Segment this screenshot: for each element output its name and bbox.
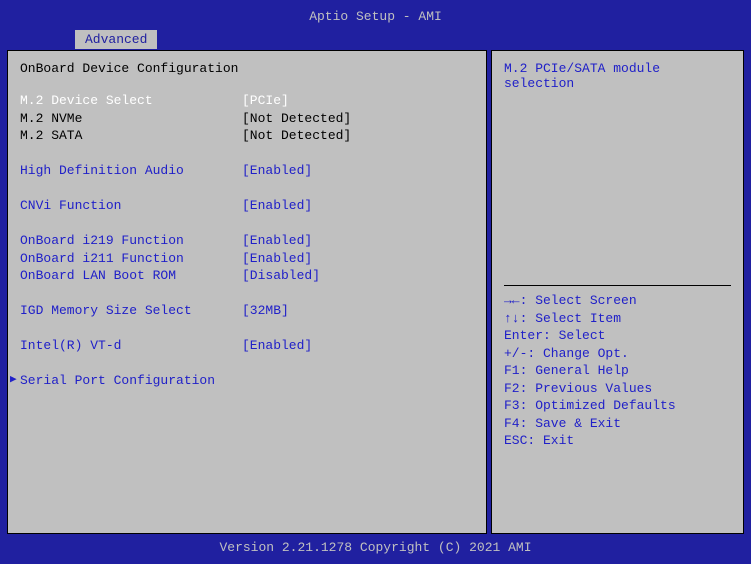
- setting-label: OnBoard LAN Boot ROM: [20, 267, 242, 285]
- setting-row[interactable]: High Definition Audio[Enabled]: [20, 162, 474, 180]
- content-area: OnBoard Device Configuration M.2 Device …: [5, 48, 746, 536]
- help-key-line: ESC: Exit: [504, 432, 731, 450]
- spacer-row: [20, 215, 474, 233]
- setting-row[interactable]: OnBoard i219 Function[Enabled]: [20, 232, 474, 250]
- setting-label: OnBoard i211 Function: [20, 250, 242, 268]
- setting-label: IGD Memory Size Select: [20, 302, 242, 320]
- tab-advanced[interactable]: Advanced: [75, 30, 157, 49]
- spacer-row: [20, 145, 474, 163]
- setting-row[interactable]: Intel(R) VT-d[Enabled]: [20, 337, 474, 355]
- submenu-arrow-icon: ▶: [10, 372, 17, 390]
- help-key-line: →←: Select Screen: [504, 292, 731, 310]
- setting-value[interactable]: [Enabled]: [242, 250, 312, 268]
- setting-label: OnBoard i219 Function: [20, 232, 242, 250]
- setting-value[interactable]: [32MB]: [242, 302, 289, 320]
- setup-title: Aptio Setup - AMI: [309, 9, 442, 24]
- setting-row[interactable]: CNVi Function[Enabled]: [20, 197, 474, 215]
- help-divider: [504, 285, 731, 286]
- setting-row[interactable]: OnBoard i211 Function[Enabled]: [20, 250, 474, 268]
- setting-row[interactable]: M.2 Device Select[PCIe]: [20, 92, 474, 110]
- spacer-row: [20, 320, 474, 338]
- settings-list: M.2 Device Select[PCIe]M.2 NVMe[Not Dete…: [20, 92, 474, 390]
- footer-bar: Version 2.21.1278 Copyright (C) 2021 AMI: [5, 536, 746, 559]
- spacer-row: [20, 355, 474, 373]
- help-key-line: F3: Optimized Defaults: [504, 397, 731, 415]
- help-key-line: F4: Save & Exit: [504, 415, 731, 433]
- setting-value[interactable]: [PCIe]: [242, 92, 289, 110]
- setting-label: M.2 Device Select: [20, 92, 242, 110]
- title-bar: Aptio Setup - AMI: [5, 5, 746, 30]
- version-text: Version 2.21.1278 Copyright (C) 2021 AMI: [219, 540, 531, 555]
- setting-row[interactable]: M.2 SATA[Not Detected]: [20, 127, 474, 145]
- help-key-line: Enter: Select: [504, 327, 731, 345]
- setting-label: Intel(R) VT-d: [20, 337, 242, 355]
- setting-value[interactable]: [Not Detected]: [242, 110, 351, 128]
- help-key-line: +/-: Change Opt.: [504, 345, 731, 363]
- setting-label: High Definition Audio: [20, 162, 242, 180]
- setting-value[interactable]: [Enabled]: [242, 232, 312, 250]
- spacer-row: [20, 180, 474, 198]
- setting-value[interactable]: [Enabled]: [242, 162, 312, 180]
- setting-row[interactable]: ▶Serial Port Configuration: [20, 372, 474, 390]
- setting-value[interactable]: [Enabled]: [242, 197, 312, 215]
- setting-label: M.2 NVMe: [20, 110, 242, 128]
- help-key-line: F2: Previous Values: [504, 380, 731, 398]
- spacer-row: [20, 285, 474, 303]
- help-panel: M.2 PCIe/SATA module selection →←: Selec…: [491, 50, 744, 534]
- bios-frame: Aptio Setup - AMI Advanced OnBoard Devic…: [0, 0, 751, 564]
- tab-row: Advanced: [5, 30, 746, 48]
- settings-panel: OnBoard Device Configuration M.2 Device …: [7, 50, 487, 534]
- help-key-line: ↑↓: Select Item: [504, 310, 731, 328]
- setting-row[interactable]: M.2 NVMe[Not Detected]: [20, 110, 474, 128]
- setting-label: Serial Port Configuration: [20, 372, 242, 390]
- help-description: M.2 PCIe/SATA module selection: [504, 61, 731, 281]
- setting-row[interactable]: IGD Memory Size Select[32MB]: [20, 302, 474, 320]
- setting-label: CNVi Function: [20, 197, 242, 215]
- setting-value[interactable]: [Disabled]: [242, 267, 320, 285]
- section-title: OnBoard Device Configuration: [20, 61, 474, 76]
- setting-value[interactable]: [Enabled]: [242, 337, 312, 355]
- setting-row[interactable]: OnBoard LAN Boot ROM[Disabled]: [20, 267, 474, 285]
- help-keys: →←: Select Screen↑↓: Select ItemEnter: S…: [504, 292, 731, 450]
- setting-label: M.2 SATA: [20, 127, 242, 145]
- setting-value[interactable]: [Not Detected]: [242, 127, 351, 145]
- help-key-line: F1: General Help: [504, 362, 731, 380]
